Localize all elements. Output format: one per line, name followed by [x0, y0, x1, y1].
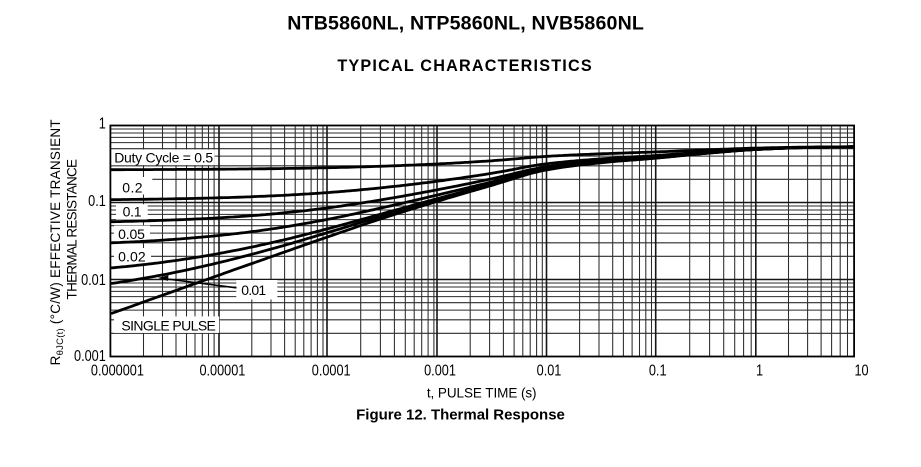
svg-text:0.01: 0.01	[241, 282, 266, 298]
svg-text:0.01: 0.01	[81, 272, 106, 289]
svg-text:1: 1	[99, 116, 106, 133]
svg-text:t, PULSE TIME (s): t, PULSE TIME (s)	[427, 386, 537, 401]
svg-text:0.001: 0.001	[74, 348, 106, 365]
svg-text:0.2: 0.2	[122, 179, 143, 195]
svg-text:0.01: 0.01	[537, 362, 562, 379]
svg-text:0.1: 0.1	[649, 362, 667, 379]
svg-text:0.1: 0.1	[123, 204, 142, 220]
svg-text:0.02: 0.02	[118, 248, 146, 264]
svg-text:0.1: 0.1	[88, 193, 106, 210]
svg-text:TYPICAL CHARACTERISTICS: TYPICAL CHARACTERISTICS	[337, 57, 591, 75]
svg-text:0.00001: 0.00001	[199, 362, 245, 379]
svg-text:1: 1	[756, 362, 763, 379]
svg-text:Duty Cycle = 0.5: Duty Cycle = 0.5	[114, 150, 213, 166]
svg-text:10: 10	[854, 362, 868, 379]
svg-text:NTB5860NL, NTP5860NL, NVB5860N: NTB5860NL, NTP5860NL, NVB5860NL	[287, 13, 644, 35]
svg-text:0.000001: 0.000001	[91, 362, 144, 379]
svg-text:SINGLE PULSE: SINGLE PULSE	[121, 317, 215, 333]
svg-text:0.001: 0.001	[424, 362, 456, 379]
svg-text:Figure 12. Thermal Response: Figure 12. Thermal Response	[356, 406, 565, 423]
svg-text:RθJC(t) (°C/W) EFFECTIVE TRANS: RθJC(t) (°C/W) EFFECTIVE TRANSIENT	[48, 119, 65, 365]
svg-text:THERMAL RESISTANCE: THERMAL RESISTANCE	[65, 159, 80, 300]
svg-text:0.05: 0.05	[118, 226, 145, 242]
svg-text:0.0001: 0.0001	[312, 362, 351, 379]
